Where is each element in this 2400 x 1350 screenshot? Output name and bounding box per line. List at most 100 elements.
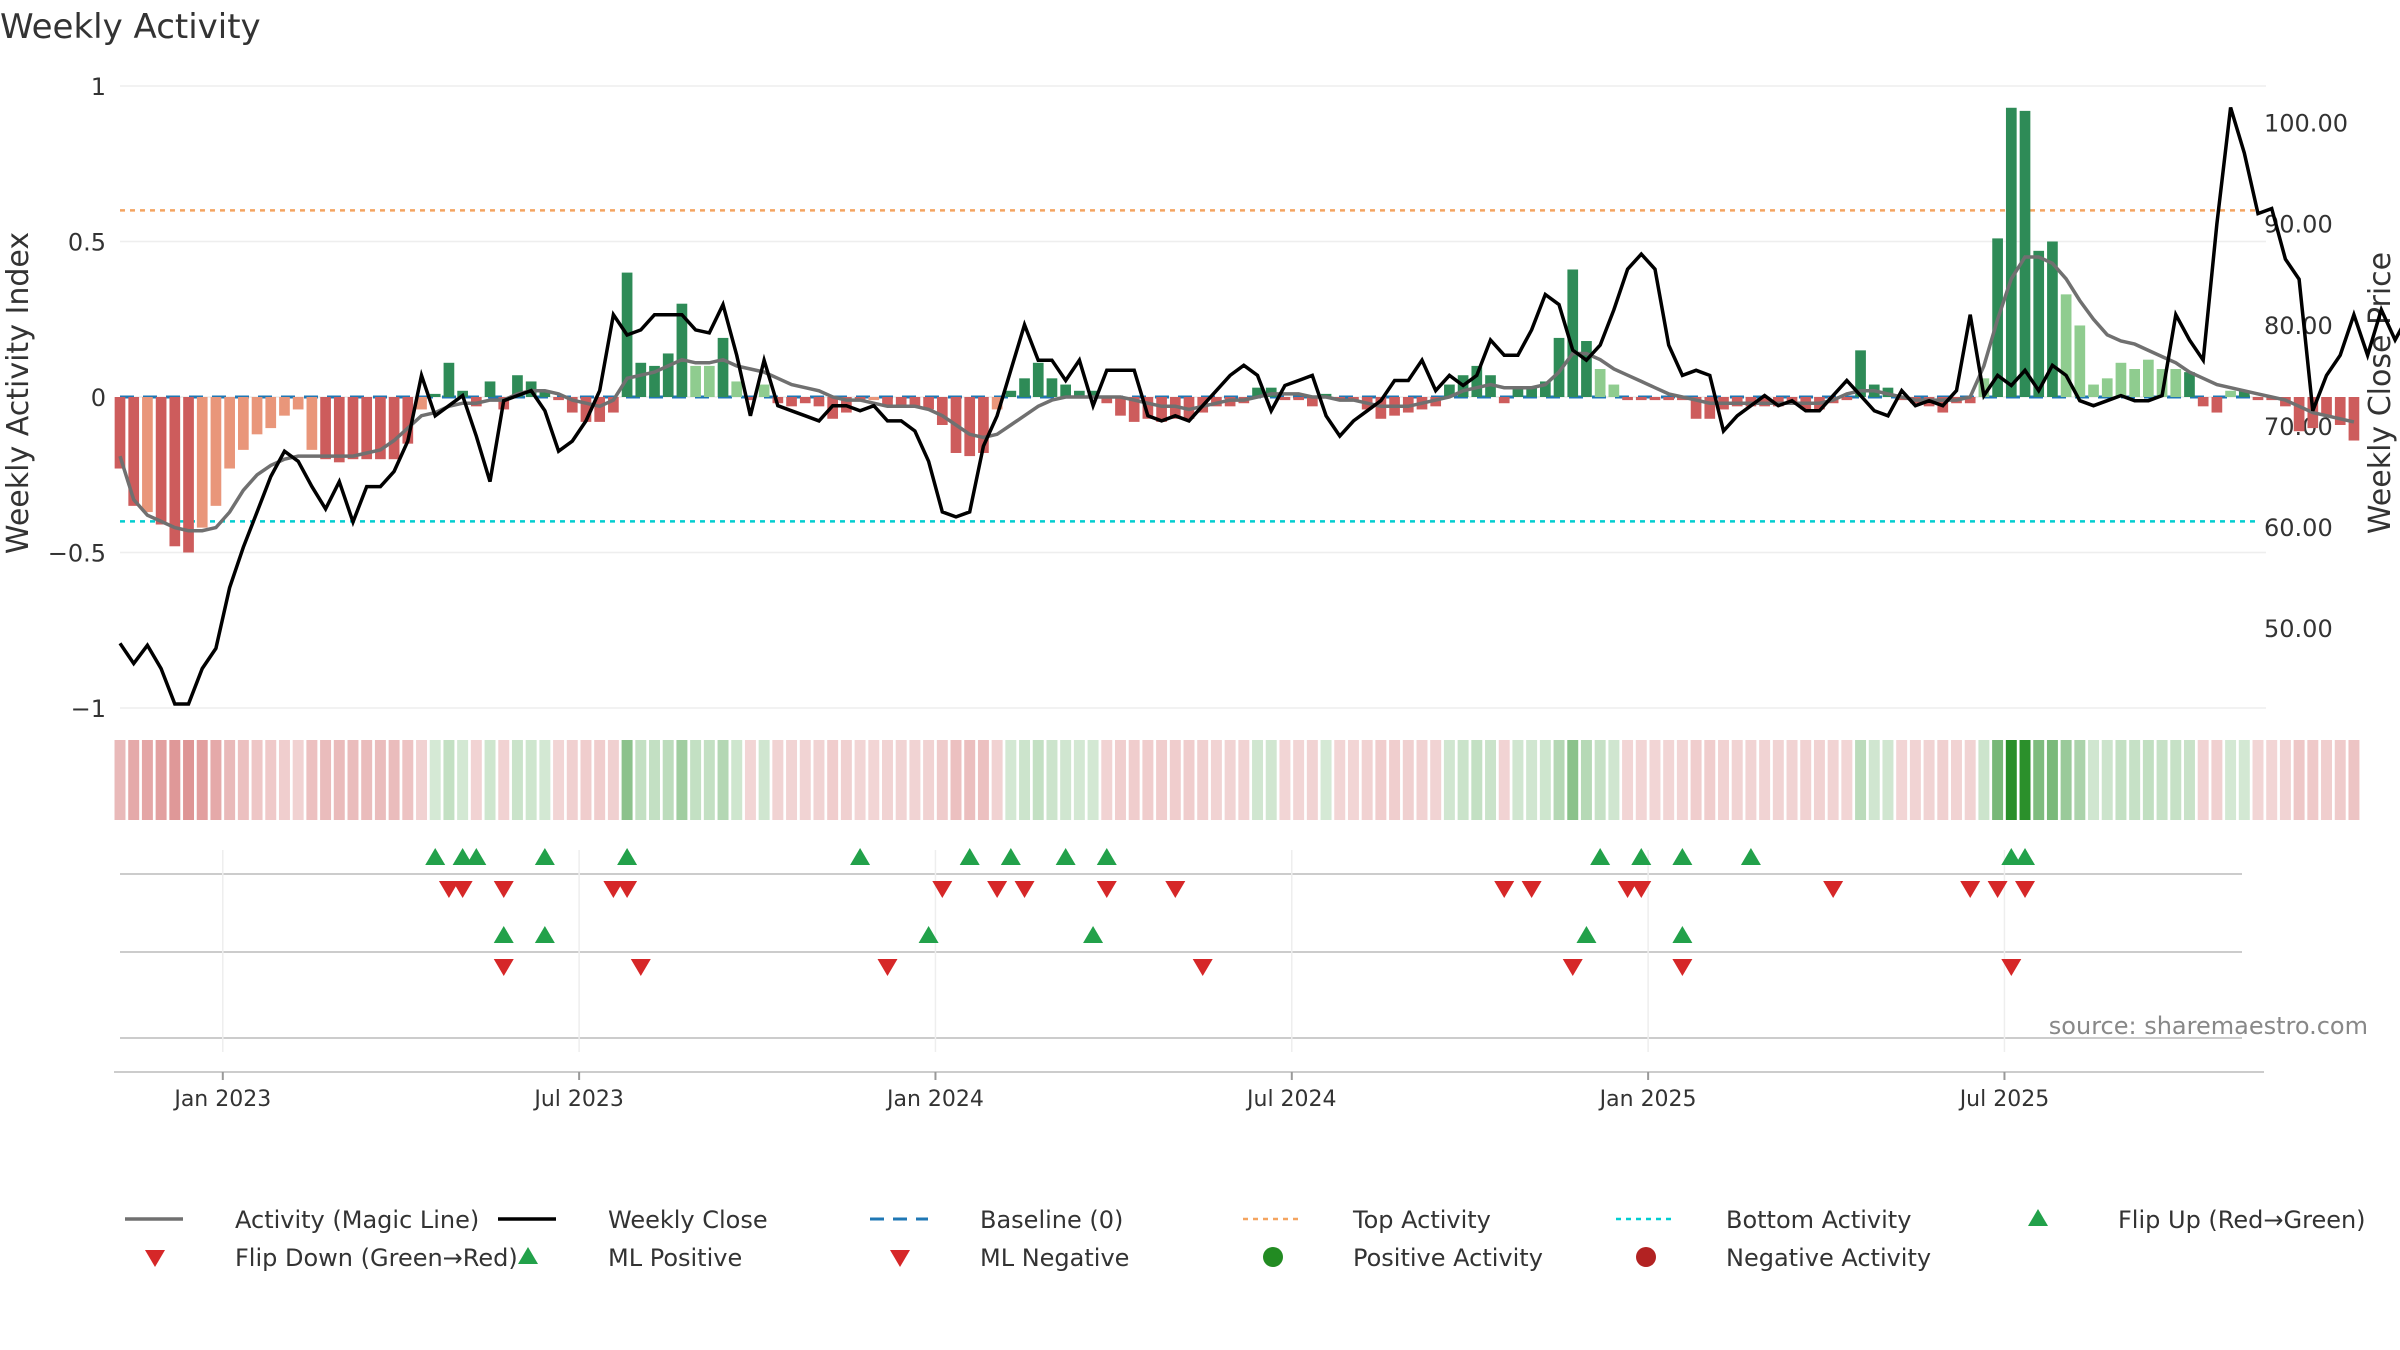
heat-cell	[854, 740, 866, 820]
flip-up-marker	[425, 848, 446, 865]
activity-bar	[566, 397, 578, 413]
heat-cell	[1046, 740, 1058, 820]
heat-cell	[964, 740, 976, 820]
heat-cell	[580, 740, 592, 820]
flip-up-marker	[850, 848, 871, 865]
heat-cell	[1252, 740, 1264, 820]
activity-bar	[1855, 350, 1866, 397]
heat-cell	[690, 740, 702, 820]
legend-swatch-up-triangle	[518, 1247, 538, 1264]
flip-down-marker	[603, 881, 624, 898]
ml-negative-marker	[877, 959, 898, 976]
flip-down-marker	[1521, 881, 1542, 898]
activity-bar	[882, 397, 893, 407]
flip-up-marker	[1000, 848, 1021, 865]
activity-bar	[1156, 397, 1167, 422]
heat-cell	[2197, 740, 2209, 820]
heat-cell	[2156, 740, 2168, 820]
flip-down-marker	[1987, 881, 2008, 898]
heat-cell	[1416, 740, 1428, 820]
activity-bar	[2088, 384, 2099, 397]
activity-bar	[306, 397, 318, 450]
activity-bar	[731, 381, 743, 397]
heat-cell	[1512, 740, 1524, 820]
heat-cell	[1457, 740, 1469, 820]
heat-cell	[1813, 740, 1825, 820]
legend-swatch-negative-dot	[1636, 1247, 1656, 1267]
activity-bar	[238, 397, 249, 450]
right-axis-label: Weekly Close Price	[2363, 252, 2398, 534]
left-tick-label: 1	[91, 73, 106, 101]
activity-bar	[1622, 397, 1633, 401]
legend-label: Bottom Activity	[1726, 1206, 1911, 1234]
heat-cell	[251, 740, 263, 820]
magic-line	[118, 255, 2355, 533]
heat-cell	[1690, 740, 1702, 820]
heat-cell	[827, 740, 839, 820]
heat-cell	[882, 740, 893, 820]
left-tick-label: 0	[91, 384, 106, 412]
heat-cell	[772, 740, 784, 820]
activity-bar	[1307, 397, 1318, 407]
activity-bar	[635, 362, 647, 397]
heat-cell	[1114, 740, 1126, 820]
activity-bar	[2115, 362, 2127, 397]
heat-cell	[1800, 740, 1812, 820]
heat-cell	[717, 740, 729, 820]
heat-cell	[306, 740, 318, 820]
heat-cell	[1909, 740, 1921, 820]
heat-cell	[1279, 740, 1291, 820]
heat-cell	[128, 740, 140, 820]
legend-swatch-positive-dot	[1263, 1247, 1283, 1267]
flip-up-marker	[1672, 848, 1693, 865]
heat-cell	[292, 740, 304, 820]
heat-cell	[1580, 740, 1592, 820]
heat-cell	[786, 740, 798, 820]
activity-bar	[251, 397, 263, 435]
flip-down-marker	[1960, 881, 1981, 898]
heat-cell	[1553, 740, 1565, 820]
heat-cell	[1704, 740, 1716, 820]
left-axis-label: Weekly Activity Index	[1, 232, 36, 554]
heat-cell	[1951, 740, 1962, 820]
heat-cell	[813, 740, 825, 820]
heat-cell	[1361, 740, 1373, 820]
heat-cell	[1498, 740, 1510, 820]
activity-bar	[1115, 397, 1126, 416]
threshold-lines	[120, 209, 2258, 523]
activity-bar	[375, 397, 386, 460]
heat-cell	[2279, 740, 2291, 820]
heat-cell	[840, 740, 852, 820]
heat-cell	[895, 740, 907, 820]
heat-cell	[1676, 740, 1688, 820]
right-tick-label: 100.00	[2264, 110, 2348, 138]
ml-negative-marker	[2001, 959, 2022, 976]
heat-cell	[1731, 740, 1743, 820]
weekly-close-line	[118, 106, 2400, 706]
activity-bar	[1690, 397, 1702, 419]
heat-cell	[2019, 740, 2031, 820]
heat-cell	[1073, 740, 1085, 820]
heat-cell	[1855, 740, 1867, 820]
heat-cell	[1526, 740, 1538, 820]
heat-cell	[1649, 740, 1661, 820]
heat-cell	[1964, 740, 1976, 820]
heat-cell	[2005, 740, 2017, 820]
heat-cell	[1759, 740, 1771, 820]
activity-bar	[978, 397, 989, 453]
activity-bar	[2005, 107, 2017, 398]
activity-bar	[1252, 387, 1263, 397]
activity-bar	[745, 397, 756, 401]
activity-bar	[210, 397, 222, 506]
flip-up-marker	[534, 848, 555, 865]
activity-bars	[114, 107, 2360, 553]
heat-cell	[114, 740, 126, 820]
legend-label: Negative Activity	[1726, 1244, 1931, 1272]
right-tick-label: 60.00	[2264, 514, 2333, 542]
heat-cell	[1992, 740, 2004, 820]
activity-bar	[2019, 110, 2031, 397]
activity-bar	[279, 397, 290, 416]
activity-bar	[649, 365, 660, 397]
legend-label: ML Negative	[980, 1244, 1129, 1272]
heat-cell	[2033, 740, 2045, 820]
